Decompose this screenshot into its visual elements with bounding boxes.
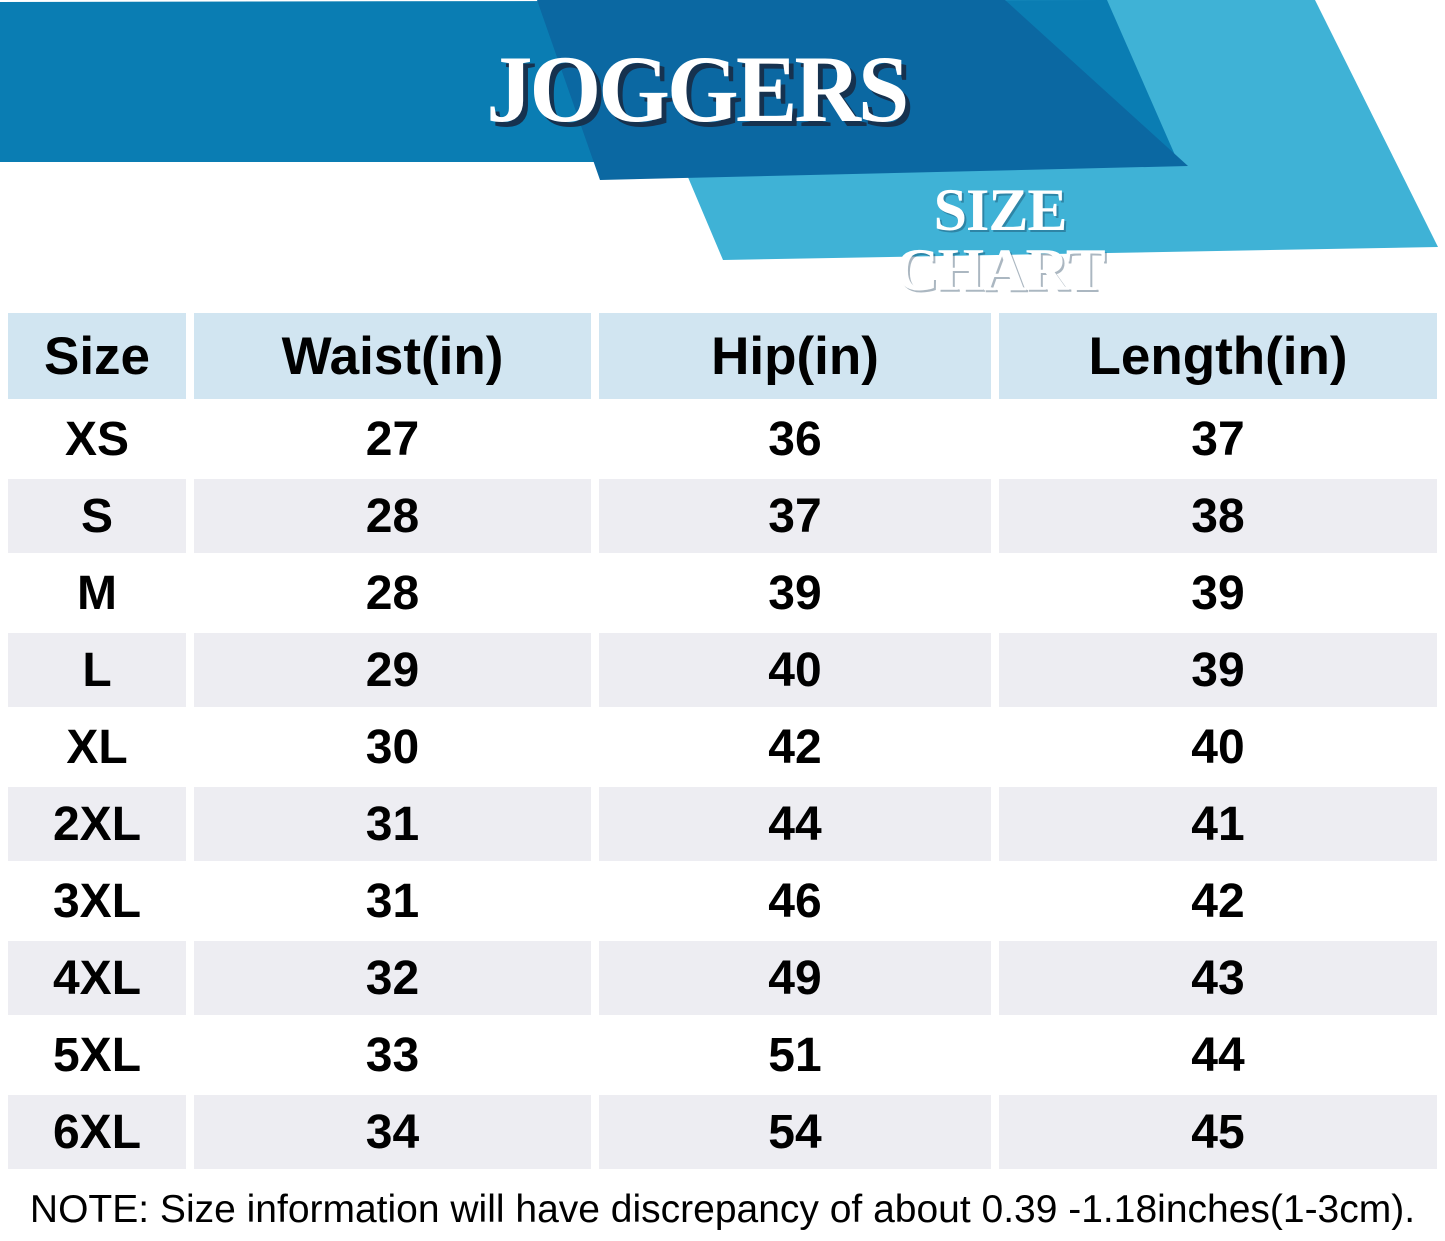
table-row: 3XL 31 46 42 xyxy=(8,864,1437,938)
cell-waist: 27 xyxy=(194,402,591,476)
cell-hip: 51 xyxy=(599,1018,991,1092)
cell-waist: 33 xyxy=(194,1018,591,1092)
cell-length: 37 xyxy=(999,402,1437,476)
table-row: 6XL 34 54 45 xyxy=(8,1095,1437,1169)
cell-hip: 42 xyxy=(599,710,991,784)
cell-hip: 44 xyxy=(599,787,991,861)
page-subtitle: SIZE CHART xyxy=(895,177,1106,303)
table-row: M 28 39 39 xyxy=(8,556,1437,630)
column-header-length: Length(in) xyxy=(999,313,1437,399)
cell-length: 40 xyxy=(999,710,1437,784)
cell-waist: 30 xyxy=(194,710,591,784)
cell-length: 39 xyxy=(999,556,1437,630)
cell-length: 41 xyxy=(999,787,1437,861)
column-header-waist: Waist(in) xyxy=(194,313,591,399)
table-row: 5XL 33 51 44 xyxy=(8,1018,1437,1092)
cell-size: 4XL xyxy=(8,941,186,1015)
cell-hip: 46 xyxy=(599,864,991,938)
table-row: 4XL 32 49 43 xyxy=(8,941,1437,1015)
cell-length: 42 xyxy=(999,864,1437,938)
cell-waist: 34 xyxy=(194,1095,591,1169)
cell-length: 44 xyxy=(999,1018,1437,1092)
table-header-row: Size Waist(in) Hip(in) Length(in) xyxy=(8,313,1437,399)
cell-waist: 32 xyxy=(194,941,591,1015)
cell-size: S xyxy=(8,479,186,553)
size-chart-table: Size Waist(in) Hip(in) Length(in) XS 27 36… xyxy=(0,310,1445,1172)
column-header-size: Size xyxy=(8,313,186,399)
cell-length: 39 xyxy=(999,633,1437,707)
cell-hip: 54 xyxy=(599,1095,991,1169)
header-banner: JOGGERS SIZE CHART xyxy=(0,0,1445,300)
cell-waist: 29 xyxy=(194,633,591,707)
cell-size: L xyxy=(8,633,186,707)
cell-size: 3XL xyxy=(8,864,186,938)
table-row: XL 30 42 40 xyxy=(8,710,1437,784)
cell-size: M xyxy=(8,556,186,630)
cell-size: 2XL xyxy=(8,787,186,861)
cell-hip: 36 xyxy=(599,402,991,476)
cell-waist: 28 xyxy=(194,479,591,553)
note-text: NOTE: Size information will have discrep… xyxy=(29,1188,1416,1231)
cell-hip: 49 xyxy=(599,941,991,1015)
cell-waist: 31 xyxy=(194,787,591,861)
cell-size: XS xyxy=(8,402,186,476)
table-row: 2XL 31 44 41 xyxy=(8,787,1437,861)
cell-length: 38 xyxy=(999,479,1437,553)
page-title: JOGGERS xyxy=(486,36,909,142)
cell-size: XL xyxy=(8,710,186,784)
table-row: L 29 40 39 xyxy=(8,633,1437,707)
cell-hip: 37 xyxy=(599,479,991,553)
table-row: XS 27 36 37 xyxy=(8,402,1437,476)
column-header-hip: Hip(in) xyxy=(599,313,991,399)
cell-length: 45 xyxy=(999,1095,1437,1169)
cell-waist: 31 xyxy=(194,864,591,938)
cell-hip: 40 xyxy=(599,633,991,707)
table-row: S 28 37 38 xyxy=(8,479,1437,553)
cell-length: 43 xyxy=(999,941,1437,1015)
cell-waist: 28 xyxy=(194,556,591,630)
cell-size: 6XL xyxy=(8,1095,186,1169)
cell-hip: 39 xyxy=(599,556,991,630)
cell-size: 5XL xyxy=(8,1018,186,1092)
